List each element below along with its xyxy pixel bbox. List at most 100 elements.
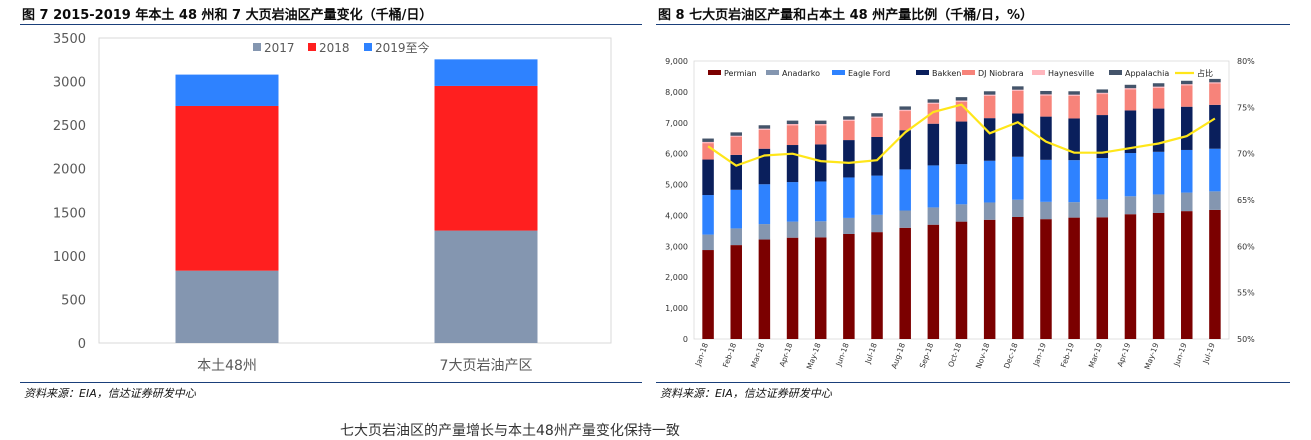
chart7-legend-label: 2017 <box>264 41 295 55</box>
figure7-source: 资料来源：EIA，信达证券研发中心 <box>24 387 196 400</box>
chart8-bar-Haynesville-1 <box>730 135 742 137</box>
chart8-bar-Permian-6 <box>871 232 883 339</box>
chart8-bar-Permian-18 <box>1209 209 1221 339</box>
chart8-bar-Haynesville-12 <box>1040 94 1052 96</box>
chart8-bar-Permian-8 <box>927 224 940 339</box>
chart8-legend-swatch <box>832 70 845 75</box>
chart8-legend-label: DJ Niobrara <box>978 69 1024 78</box>
chart8-xtick-label: May-19 <box>1143 341 1161 370</box>
chart7-legend-swatch <box>364 43 372 51</box>
figure8-source: 资料来源：EIA，信达证券研发中心 <box>660 387 832 400</box>
chart8-ytick-label: 8,000 <box>665 88 688 97</box>
figure7-title-rule <box>20 24 642 25</box>
chart8-bar-Anadarko-0 <box>702 234 714 251</box>
chart8-legend-label: Eagle Ford <box>848 69 890 78</box>
chart8-bar-DJ-Niobrara-7 <box>899 111 911 131</box>
chart7-plot-frame <box>98 37 612 344</box>
chart7-legend-label: 2018 <box>319 41 350 55</box>
chart8-bar-Haynesville-17 <box>1181 84 1193 86</box>
chart7-bar-2018-1 <box>434 85 538 231</box>
chart8-bar-Bakken-0 <box>702 159 714 196</box>
chart8-xtick-label: May-18 <box>805 341 823 370</box>
chart8-ytick-label: 9,000 <box>665 57 688 66</box>
chart8-bar-Eagle-Ford-17 <box>1181 149 1193 193</box>
chart8-bar-Bakken-11 <box>1012 113 1024 157</box>
chart8-ytick-label: 0 <box>683 335 688 344</box>
chart8-legend-swatch <box>708 70 721 75</box>
chart8-bar-Anadarko-10 <box>983 202 996 220</box>
chart8-legend-swatch <box>1032 70 1045 75</box>
chart8-bar-Appalachia-18 <box>1209 78 1221 83</box>
chart8-bar-Haynesville-3 <box>786 124 799 126</box>
chart8-bar-Eagle-Ford-4 <box>814 181 827 222</box>
chart8-bar-Permian-9 <box>955 221 968 339</box>
chart8-bar-DJ-Niobrara-10 <box>983 95 996 119</box>
chart7-legend-label: 2019至今 <box>375 40 430 55</box>
chart8-bar-DJ-Niobrara-0 <box>702 143 714 160</box>
chart8-bar-Eagle-Ford-7 <box>899 169 911 211</box>
chart8-bar-Permian-7 <box>899 227 911 339</box>
chart8-bar-Appalachia-9 <box>955 97 968 101</box>
chart8-bar-Appalachia-3 <box>786 120 799 125</box>
chart8-bar-Eagle-Ford-18 <box>1209 148 1221 192</box>
chart7-ytick-label: 2000 <box>53 163 86 178</box>
chart8-bar-DJ-Niobrara-1 <box>730 136 742 155</box>
chart8-bar-Anadarko-17 <box>1181 192 1193 212</box>
chart8-xtick-label: Feb-19 <box>1059 341 1076 368</box>
chart8-bar-Permian-14 <box>1096 217 1109 339</box>
chart8-bar-Bakken-10 <box>983 118 996 161</box>
chart8-bar-Haynesville-2 <box>758 128 771 130</box>
chart8-bar-Appalachia-11 <box>1012 86 1024 90</box>
chart8-xtick-label: Aug-18 <box>889 341 907 370</box>
chart8-bar-Appalachia-15 <box>1124 84 1137 89</box>
chart7-ytick-label: 3000 <box>53 76 86 91</box>
chart8-bar-Bakken-16 <box>1152 108 1165 152</box>
chart8-ytick-label: 6,000 <box>665 150 688 159</box>
chart8-bar-Anadarko-18 <box>1209 191 1221 210</box>
chart8-bar-Anadarko-6 <box>871 214 883 233</box>
chart8-legend-label: Appalachia <box>1125 69 1169 78</box>
chart8-bar-Eagle-Ford-10 <box>983 160 996 203</box>
chart8-bar-Anadarko-8 <box>927 207 940 225</box>
chart8-y2tick-label: 55% <box>1237 289 1255 298</box>
chart8-bar-DJ-Niobrara-4 <box>814 125 827 145</box>
chart8-bar-Appalachia-4 <box>814 120 827 125</box>
chart8-bar-Eagle-Ford-6 <box>871 175 883 215</box>
chart8-xtick-label: Apr-18 <box>778 341 795 368</box>
chart8-y2tick-label: 50% <box>1237 335 1255 344</box>
chart8-bar-Permian-2 <box>758 239 771 339</box>
chart8-bar-Bakken-15 <box>1124 110 1137 154</box>
chart8-legend-swatch <box>916 70 929 75</box>
chart8-bar-Appalachia-5 <box>843 116 855 120</box>
figure7-title: 图 7 2015-2019 年本土 48 州和 7 大页岩油区产量变化（千桶/日… <box>22 8 433 23</box>
chart7-ytick-label: 2500 <box>53 119 86 134</box>
chart7-bar-2019至今-0 <box>175 74 279 106</box>
chart8-y2tick-label: 60% <box>1237 242 1255 251</box>
chart8-bar-Eagle-Ford-1 <box>730 189 742 229</box>
chart8-bar-Eagle-Ford-13 <box>1068 160 1080 203</box>
chart7-ytick-label: 500 <box>61 293 86 308</box>
chart8-bar-DJ-Niobrara-11 <box>1012 90 1024 114</box>
chart8-bar-Appalachia-8 <box>927 99 940 103</box>
chart8-xtick-label: Oct-18 <box>946 341 963 368</box>
chart8-bar-Appalachia-7 <box>899 106 911 110</box>
chart8-bar-DJ-Niobrara-17 <box>1181 85 1193 107</box>
chart8-bar-Anadarko-7 <box>899 210 911 228</box>
chart8-bar-Eagle-Ford-5 <box>843 177 855 218</box>
chart8-xtick-label: Jul-19 <box>1201 341 1217 365</box>
chart8-bar-Eagle-Ford-11 <box>1012 156 1024 200</box>
chart8-bar-Eagle-Ford-2 <box>758 184 771 225</box>
chart8-bar-Anadarko-9 <box>955 204 968 222</box>
chart8-ytick-label: 4,000 <box>665 211 688 220</box>
chart8-share-line <box>707 103 1216 167</box>
chart8-bar-Eagle-Ford-3 <box>786 182 799 222</box>
chart8-legend-label: Permian <box>724 69 757 78</box>
chart8-bar-Anadarko-14 <box>1096 199 1109 218</box>
chart8-bar-DJ-Niobrara-5 <box>843 120 855 141</box>
chart7-xtick-label: 7大页岩油产区 <box>440 358 533 374</box>
chart8-bar-Haynesville-5 <box>843 119 855 121</box>
chart7-bar-2019至今-1 <box>434 59 538 86</box>
chart8-legend-label: Anadarko <box>782 69 820 78</box>
chart8-legend-swatch <box>1109 70 1122 75</box>
chart8-bar-Anadarko-3 <box>786 221 799 238</box>
